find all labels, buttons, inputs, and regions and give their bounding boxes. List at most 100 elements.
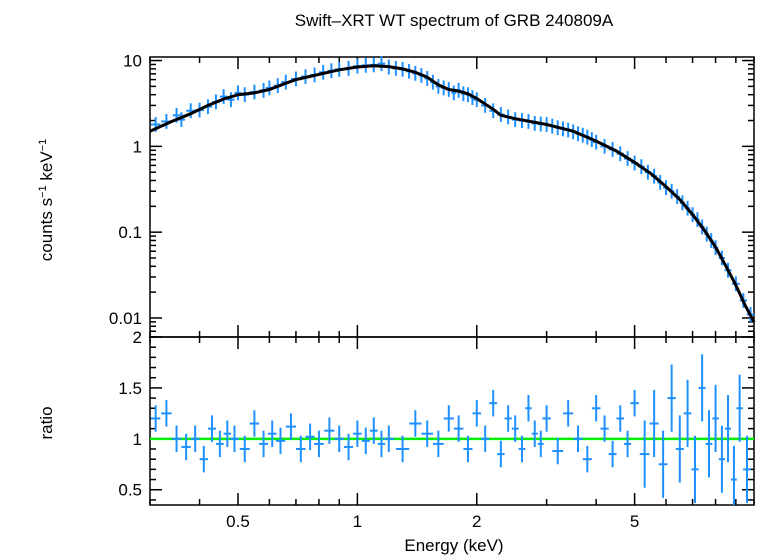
ratio-data-point xyxy=(190,425,200,453)
ratio-data-point xyxy=(268,420,277,447)
ratio-data-point xyxy=(463,435,473,463)
ratio-data-point xyxy=(161,400,172,427)
ratio-data-point xyxy=(504,405,512,432)
ratio-y-tick-label: 0.5 xyxy=(118,481,142,500)
ratio-data-point xyxy=(658,430,668,498)
ratio-data-point xyxy=(525,395,532,422)
ratio-data-point xyxy=(691,435,699,503)
ratio-data-point xyxy=(497,440,505,468)
ratio-data-point xyxy=(344,433,354,461)
ylabel-exp1: −1 xyxy=(37,185,49,198)
x-tick-label: 5 xyxy=(630,512,639,531)
ratio-data-point xyxy=(630,389,639,417)
x-tick-label: 2 xyxy=(472,512,481,531)
ratio-data-point xyxy=(421,420,433,447)
ratio-data-point xyxy=(542,405,551,432)
ratio-data-point xyxy=(608,440,617,468)
ratio-data-point xyxy=(199,445,209,473)
ratio-data-point xyxy=(369,417,378,444)
ratio-data-point xyxy=(453,415,464,442)
x-axis-title: Energy (keV) xyxy=(404,536,503,555)
spectrum-y-tick-label: 0.1 xyxy=(118,223,142,242)
ratio-data-point xyxy=(725,395,732,463)
ratio-data-point xyxy=(573,425,583,453)
ratio-data-point xyxy=(537,430,544,458)
ratio-data-point xyxy=(649,389,659,458)
ratio-frame xyxy=(149,336,755,506)
ratio-data-point xyxy=(249,410,260,437)
ratio-data-point xyxy=(736,374,743,442)
ratio-data-point xyxy=(591,395,601,422)
ratio-data-point xyxy=(511,415,519,442)
ratio-data-point xyxy=(223,420,231,447)
ratio-data-point xyxy=(285,413,297,440)
ratio-data-point xyxy=(639,420,650,488)
ratio-data-point xyxy=(259,430,269,458)
ratio-data-point xyxy=(623,430,632,458)
ratio-data-point xyxy=(563,400,574,427)
ratio-data-point xyxy=(395,435,410,463)
ratio-y-axis-title: ratio xyxy=(37,406,56,439)
ratio-data-point xyxy=(675,415,684,483)
ratio-data-point xyxy=(698,354,706,422)
ratio-data-point xyxy=(239,435,250,463)
ratio-data-point xyxy=(616,405,624,432)
ratio-data-point xyxy=(705,410,713,478)
ratio-data-point xyxy=(683,379,692,447)
ratio-data-point xyxy=(361,427,370,455)
ratio-y-tick-label: 2 xyxy=(133,328,142,347)
spectrum-y-axis-title: counts s−1 keV−1 xyxy=(37,139,56,261)
ratio-data-point xyxy=(731,445,737,505)
spectrum-y-tick-label: 10 xyxy=(123,52,142,71)
spectrum-data-point xyxy=(234,85,242,101)
ratio-data-point xyxy=(552,437,564,465)
ratio-data-point xyxy=(667,364,676,432)
ratio-data-point xyxy=(353,420,362,447)
ratio-panel: 0.5 1 2 5 2 1.5 1 0.5 xyxy=(118,328,755,531)
ratio-data-point xyxy=(181,433,191,461)
ratio-data-point xyxy=(582,445,592,473)
ratio-data-point xyxy=(208,415,217,442)
spectrum-model-line xyxy=(149,64,756,323)
x-tick-label: 1 xyxy=(353,512,362,531)
ratio-data-point xyxy=(377,430,386,458)
ratio-data-point xyxy=(296,435,306,463)
ratio-data-point xyxy=(743,435,751,503)
ratio-data-point xyxy=(489,389,498,417)
ratio-data-point xyxy=(230,425,239,453)
spectrum-data-point xyxy=(227,92,235,108)
spectrum-y-tick-label: 1 xyxy=(133,137,142,156)
ratio-data-point xyxy=(334,425,345,453)
ylabel-main: counts s xyxy=(37,198,56,261)
ratio-data-point xyxy=(600,415,609,442)
ratio-y-tick-label: 1.5 xyxy=(118,379,142,398)
ylabel-exp2: −1 xyxy=(37,139,49,152)
x-tick-label: 0.5 xyxy=(226,512,250,531)
ratio-data-point xyxy=(518,435,526,463)
ratio-data-point xyxy=(275,427,286,455)
ratio-data-point xyxy=(216,430,224,458)
ratio-data-point xyxy=(531,420,538,447)
spectrum-panel: 10 1 0.1 0.01 xyxy=(109,52,756,338)
spectrum-data-point xyxy=(451,85,457,101)
ratio-data-point xyxy=(314,430,324,458)
ratio-data-point xyxy=(443,405,454,432)
ylabel-mid: keV xyxy=(37,151,56,186)
spectrum-frame xyxy=(149,56,755,338)
spectrum-data-point xyxy=(377,56,386,72)
ratio-data-point xyxy=(150,405,161,432)
ratio-data-point xyxy=(383,425,395,453)
ratio-data-point xyxy=(472,400,482,427)
spectrum-data-point xyxy=(219,89,228,105)
ratio-y-tick-label: 1 xyxy=(133,430,142,449)
ratio-data-point xyxy=(305,423,315,451)
ratio-data-point xyxy=(481,425,490,453)
chart-title: Swift–XRT WT spectrum of GRB 240809A xyxy=(295,11,614,30)
ratio-data-point xyxy=(712,384,719,453)
ratio-data-point xyxy=(409,410,422,437)
ratio-data-point xyxy=(171,425,182,453)
spectrum-y-tick-label: 0.01 xyxy=(109,309,142,328)
ratio-data-point xyxy=(324,417,335,444)
ratio-data-point xyxy=(432,430,444,458)
